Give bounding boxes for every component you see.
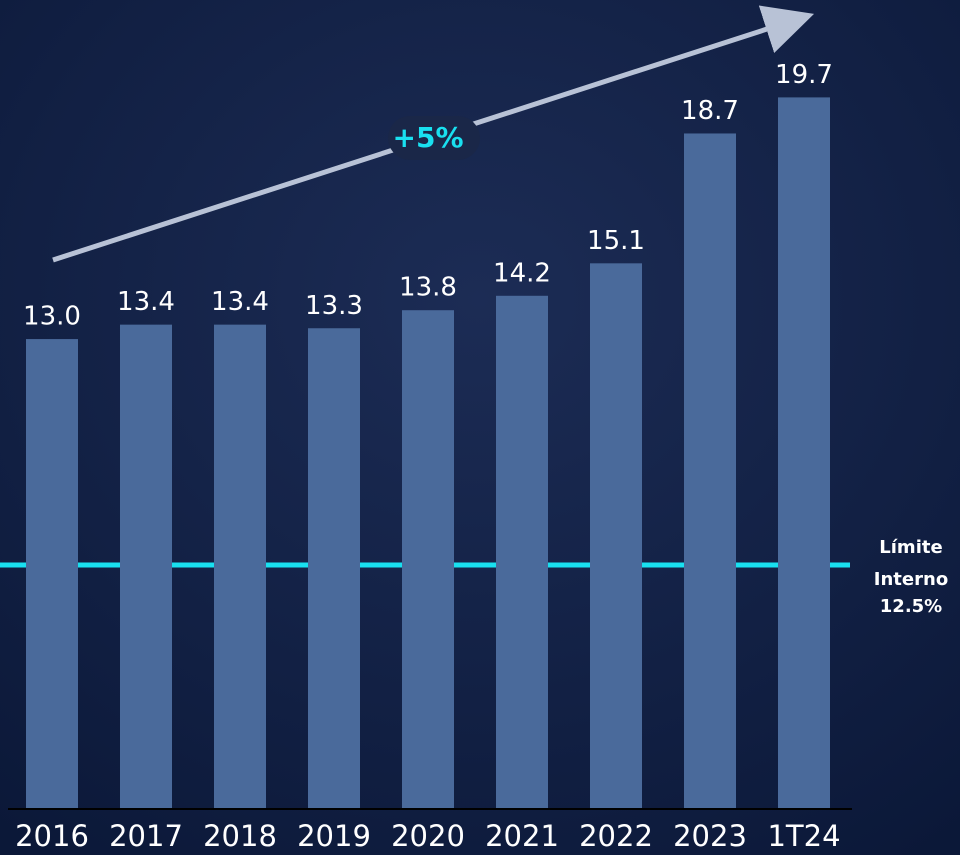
growth-label: +5% [393, 121, 464, 154]
x-tick-label: 1T24 [767, 819, 840, 853]
bar [778, 97, 830, 808]
x-tick-label: 2020 [391, 819, 465, 853]
value-label: 13.3 [305, 291, 363, 321]
x-tick-label: 2022 [579, 819, 653, 853]
limit-label: Interno [874, 569, 948, 590]
x-tick-label: 2023 [673, 819, 747, 853]
value-label: 13.0 [23, 302, 81, 332]
bar [496, 295, 548, 808]
value-label: 13.8 [399, 273, 457, 303]
bar [308, 328, 360, 808]
x-tick-label: 2017 [109, 819, 183, 853]
growth-pill [388, 116, 480, 160]
bar [214, 324, 266, 808]
value-label: 19.7 [775, 60, 833, 90]
value-label: 15.1 [587, 226, 645, 256]
value-label: 13.4 [211, 287, 269, 317]
value-label: 18.7 [681, 96, 739, 126]
x-tick-label: 2021 [485, 819, 559, 853]
value-label: 14.2 [493, 258, 551, 288]
limit-label: Límite [879, 537, 942, 558]
limit-label: 12.5% [880, 596, 942, 617]
bar [402, 310, 454, 808]
bar [684, 133, 736, 808]
bar [590, 263, 642, 809]
value-label: 13.4 [117, 287, 175, 317]
x-tick-label: 2019 [297, 819, 371, 853]
bar [120, 324, 172, 808]
bar [26, 339, 78, 808]
x-tick-label: 2018 [203, 819, 277, 853]
x-tick-label: 2016 [15, 819, 89, 853]
